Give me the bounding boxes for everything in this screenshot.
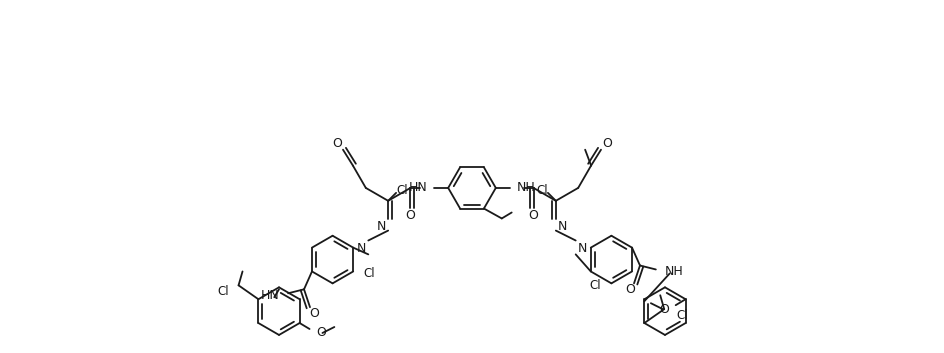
Text: O: O [529,209,538,222]
Text: HN: HN [409,181,428,195]
Text: Cl: Cl [536,184,548,197]
Text: NH: NH [516,181,535,195]
Text: Cl: Cl [396,184,408,197]
Text: Cl: Cl [363,267,375,280]
Text: O: O [309,307,319,319]
Text: O: O [602,137,612,150]
Text: O: O [659,303,668,316]
Text: Cl: Cl [590,279,601,292]
Text: Cl: Cl [217,285,228,298]
Text: O: O [406,209,415,222]
Text: N: N [558,220,567,233]
Text: N: N [357,242,366,255]
Text: N: N [377,220,386,233]
Text: HN: HN [261,289,279,302]
Text: Cl: Cl [676,309,688,322]
Text: N: N [578,242,587,255]
Text: O: O [316,327,327,340]
Text: O: O [625,283,635,296]
Text: O: O [332,137,342,150]
Text: NH: NH [665,265,683,278]
